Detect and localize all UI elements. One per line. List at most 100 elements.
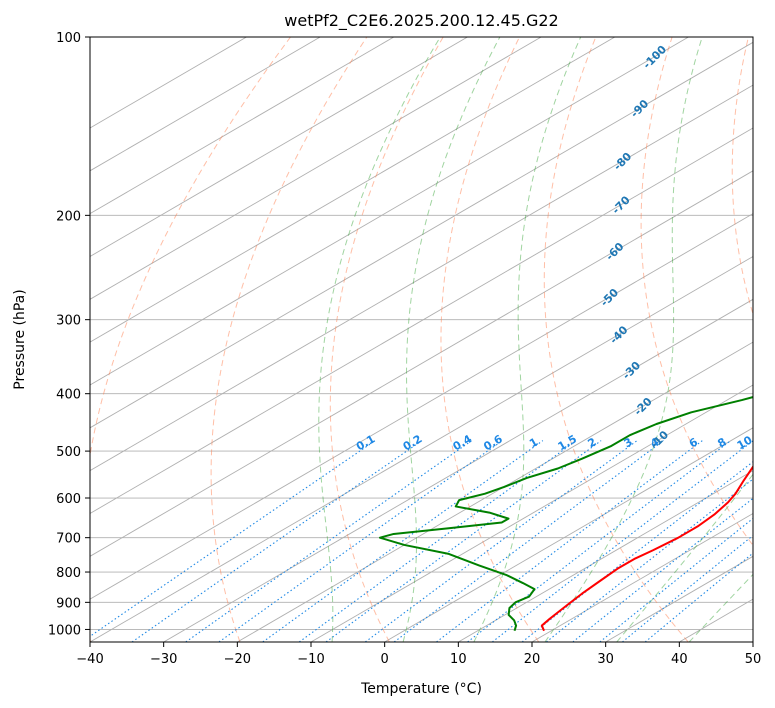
mixing-ratio-label: 1.5 [556,432,579,453]
plot-frame [89,36,754,643]
isotherm-line [752,641,753,642]
moist-adiabat [616,473,753,642]
isotherm-line [384,427,753,642]
y-tick-label: 300 [56,314,81,329]
isotherm-line [679,598,753,642]
isotherm-label: -80 [611,150,634,173]
mixing-ratio-line [467,440,732,642]
mixing-ratio-lines: 0.10.20.40.611.52346810131620253036 [90,432,775,642]
isotherm-label: -100 [640,43,669,72]
dry-adiabat-lines [90,37,753,642]
mixing-ratio-label: 10 [735,433,755,452]
isotherm-line [90,37,616,343]
mixing-ratio-line [185,440,473,642]
isotherm-line [90,170,753,557]
isotherm-line [90,37,247,129]
isotherm-line [531,512,753,642]
dry-adiabat [329,37,444,642]
sounding-profiles [378,396,753,632]
isotherm-line [90,37,395,215]
isotherm-label: -60 [603,240,626,263]
isotherm-line [90,127,753,515]
mixing-ratio-line [572,497,753,642]
y-tick-label: 500 [56,445,81,460]
mixing-ratio-line [393,440,664,642]
isotherm-label: -20 [632,395,655,418]
y-tick-label: 200 [56,209,81,224]
x-tick-label: −20 [224,652,251,667]
x-tick-label: 30 [597,652,614,667]
mixing-ratio-line [131,440,423,642]
isotherm-label: -70 [610,193,633,216]
mixing-ratio-line [325,440,602,642]
isotherm-lines [90,37,753,642]
isotherm-line [605,555,753,642]
x-tick-label: 50 [745,652,762,667]
y-tick-label: 800 [56,566,81,581]
x-axis-label: Temperature (°C) [360,681,482,697]
dry-adiabat [440,37,540,642]
chart-title: wetPf2_C2E6.2025.200.12.45.G22 [284,11,558,31]
x-tick-label: 0 [381,652,389,667]
x-tick-label: 20 [524,652,541,667]
x-tick-label: −10 [297,652,324,667]
isotherm-line [90,37,542,300]
dry-adiabat [640,37,753,547]
mixing-ratio-label: 0.6 [481,432,505,453]
isotherm-line [90,41,753,429]
isotherm-label: -30 [620,359,643,382]
moist-adiabat [402,37,501,642]
mixing-ratio-label: 0.4 [451,432,475,453]
y-tick-label: 1000 [48,623,81,638]
mixing-ratio-line [491,440,753,642]
plot-area: 0.10.20.40.611.52346810131620253036 -100… [90,37,775,642]
dewpoint-profile [378,396,753,632]
y-tick-label: 100 [56,31,81,46]
mixing-ratio-label: 0.1 [354,432,377,453]
mixing-ratio-label: 13 [762,433,775,452]
mixing-ratio-line [599,517,753,642]
mixing-ratio-label: 2 [586,435,599,450]
isotherm-line [163,298,753,642]
y-tick-label: 400 [56,388,81,403]
isotherm-label: -10 [648,428,671,451]
y-axis-label: Pressure (hPa) [12,289,28,389]
isotherm-line [90,84,753,472]
isotherm-label: -90 [628,97,651,120]
y-axis: 1000 900 800 700 600 500 400 300 200 100 [48,31,90,638]
isotherm-line [90,255,753,642]
mixing-ratio-label: 3 [622,435,635,450]
x-axis: −40 −30 −20 −10 0 10 20 30 40 50 [76,642,761,667]
isotherm-line [90,37,468,258]
mixing-ratio-line [262,440,544,642]
mixing-ratio-line [298,440,577,642]
y-tick-label: 700 [56,532,81,547]
moist-adiabat [473,37,582,642]
isotherm-line [90,213,753,600]
isotherm-line [237,341,753,642]
isotherm-line [458,470,753,642]
moist-adiabat-lines [318,37,753,642]
dry-adiabat [731,37,753,316]
mixing-ratio-line [622,534,753,642]
x-tick-label: −30 [150,652,177,667]
isotherm-line [90,37,321,172]
dry-adiabat [543,37,689,642]
moist-adiabat [318,37,441,642]
mixing-ratio-line [364,440,638,642]
x-tick-label: 40 [671,652,688,667]
mixing-ratio-line [218,440,503,642]
mixing-ratio-line [545,478,753,642]
isotherm-label: -40 [607,323,630,346]
mixing-ratio-line [436,440,703,642]
mixing-ratio-line [644,552,753,642]
dry-adiabat [90,37,291,642]
temperature-profile [540,464,753,632]
moist-adiabat [688,573,753,642]
x-tick-label: −40 [76,652,103,667]
mixing-ratio-label: 6 [687,435,700,450]
isotherm-label: -50 [598,286,621,309]
dry-adiabat [210,37,368,642]
